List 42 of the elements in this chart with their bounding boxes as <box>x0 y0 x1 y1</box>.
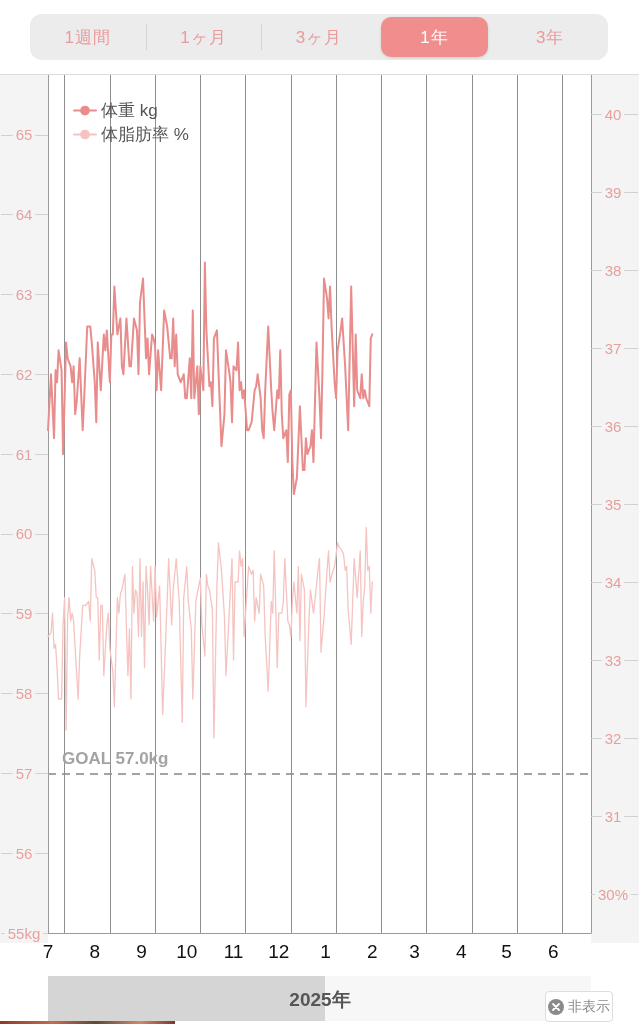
y-tick-label: 59 <box>15 605 33 623</box>
x-tick-label: 7 <box>42 941 54 962</box>
y-tick-label: 56 <box>15 844 33 862</box>
y2-tick-label: 31 <box>604 807 622 825</box>
y2-tick-label: 40 <box>604 105 622 123</box>
x-tick-label: 8 <box>89 941 101 962</box>
y2-tick-label: 36 <box>604 417 622 435</box>
y-tick-label: 63 <box>15 285 33 303</box>
x-tick-label: 3 <box>409 941 420 962</box>
y-tick-label: 61 <box>15 445 33 463</box>
y-tick-label: 62 <box>15 365 33 383</box>
line-series <box>47 526 373 739</box>
tab-label: 1年 <box>420 26 449 49</box>
tab-label: 3年 <box>535 26 565 49</box>
y2-tick-label: 37 <box>604 339 622 357</box>
y2-tick-label: 32 <box>604 729 622 747</box>
hide-button: 非表示 <box>545 991 613 1022</box>
y-tick-label: 60 <box>15 525 33 543</box>
tab-label: 3ヶ月 <box>295 26 343 49</box>
y2-tick-label: 38 <box>604 261 622 279</box>
y-tick-label: 57 <box>15 764 33 782</box>
line-series <box>47 261 374 496</box>
y2-tick-label: 30% <box>597 885 629 903</box>
y-tick-label: 58 <box>15 685 33 703</box>
y-tick-label: 65 <box>15 126 33 144</box>
x-tick-label: 1 <box>320 941 331 962</box>
y-tick-label: 55kg <box>7 924 41 942</box>
x-tick-label: 12 <box>268 941 290 962</box>
y2-tick-label: 34 <box>604 573 622 591</box>
x-tick-label: 6 <box>548 941 559 962</box>
y2-tick-label: 35 <box>604 495 622 513</box>
tab-label: 1ヶ月 <box>180 26 227 49</box>
x-tick-label: 11 <box>223 941 244 962</box>
x-tick-label: 4 <box>455 941 467 962</box>
x-tick-label: 9 <box>136 941 147 962</box>
x-tick-label: 10 <box>176 941 198 962</box>
y2-tick-label: 33 <box>604 651 622 669</box>
y-tick-label: 64 <box>15 206 33 224</box>
x-tick-label: 2 <box>367 941 378 962</box>
tab-label: 1週間 <box>64 26 112 49</box>
y2-tick-label: 39 <box>604 183 622 201</box>
x-tick-label: 5 <box>501 941 512 962</box>
